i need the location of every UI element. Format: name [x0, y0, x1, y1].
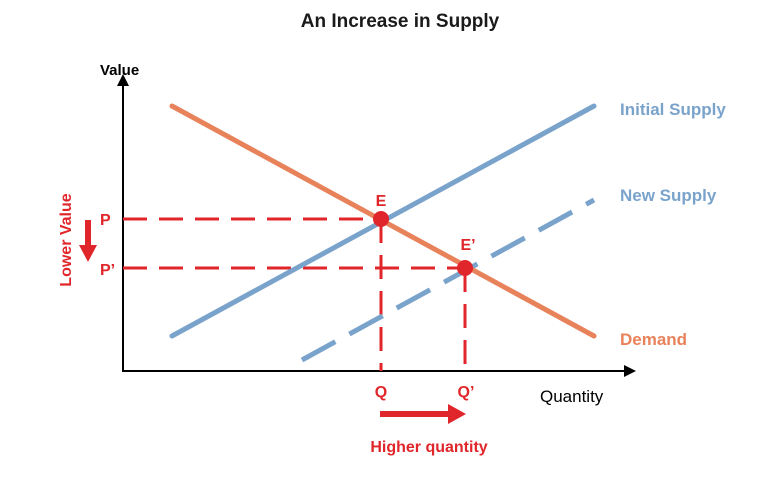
- lower-value-label: Lower Value: [58, 193, 75, 286]
- equilibrium-point-e: [373, 211, 389, 227]
- diagram-title: An Increase in Supply: [301, 11, 500, 32]
- quantity-q-prime-label: Q’: [458, 384, 475, 401]
- new-supply-label: New Supply: [620, 186, 717, 205]
- price-p-prime-label: P’: [100, 262, 115, 279]
- y-axis-label: Value: [100, 62, 139, 79]
- price-p-label: P: [100, 212, 111, 229]
- new-supply-curve: [300, 197, 596, 363]
- quantity-q-label: Q: [375, 384, 387, 401]
- higher-quantity-label: Higher quantity: [370, 439, 487, 456]
- point-e-prime-label: E’: [460, 237, 475, 254]
- higher-quantity-arrow: [380, 404, 466, 424]
- demand-label: Demand: [620, 330, 687, 349]
- x-axis-label: Quantity: [540, 387, 604, 406]
- lower-value-arrow: [79, 220, 97, 262]
- point-e-label: E: [376, 193, 387, 210]
- initial-supply-label: Initial Supply: [620, 100, 726, 119]
- equilibrium-point-e-prime: [457, 260, 473, 276]
